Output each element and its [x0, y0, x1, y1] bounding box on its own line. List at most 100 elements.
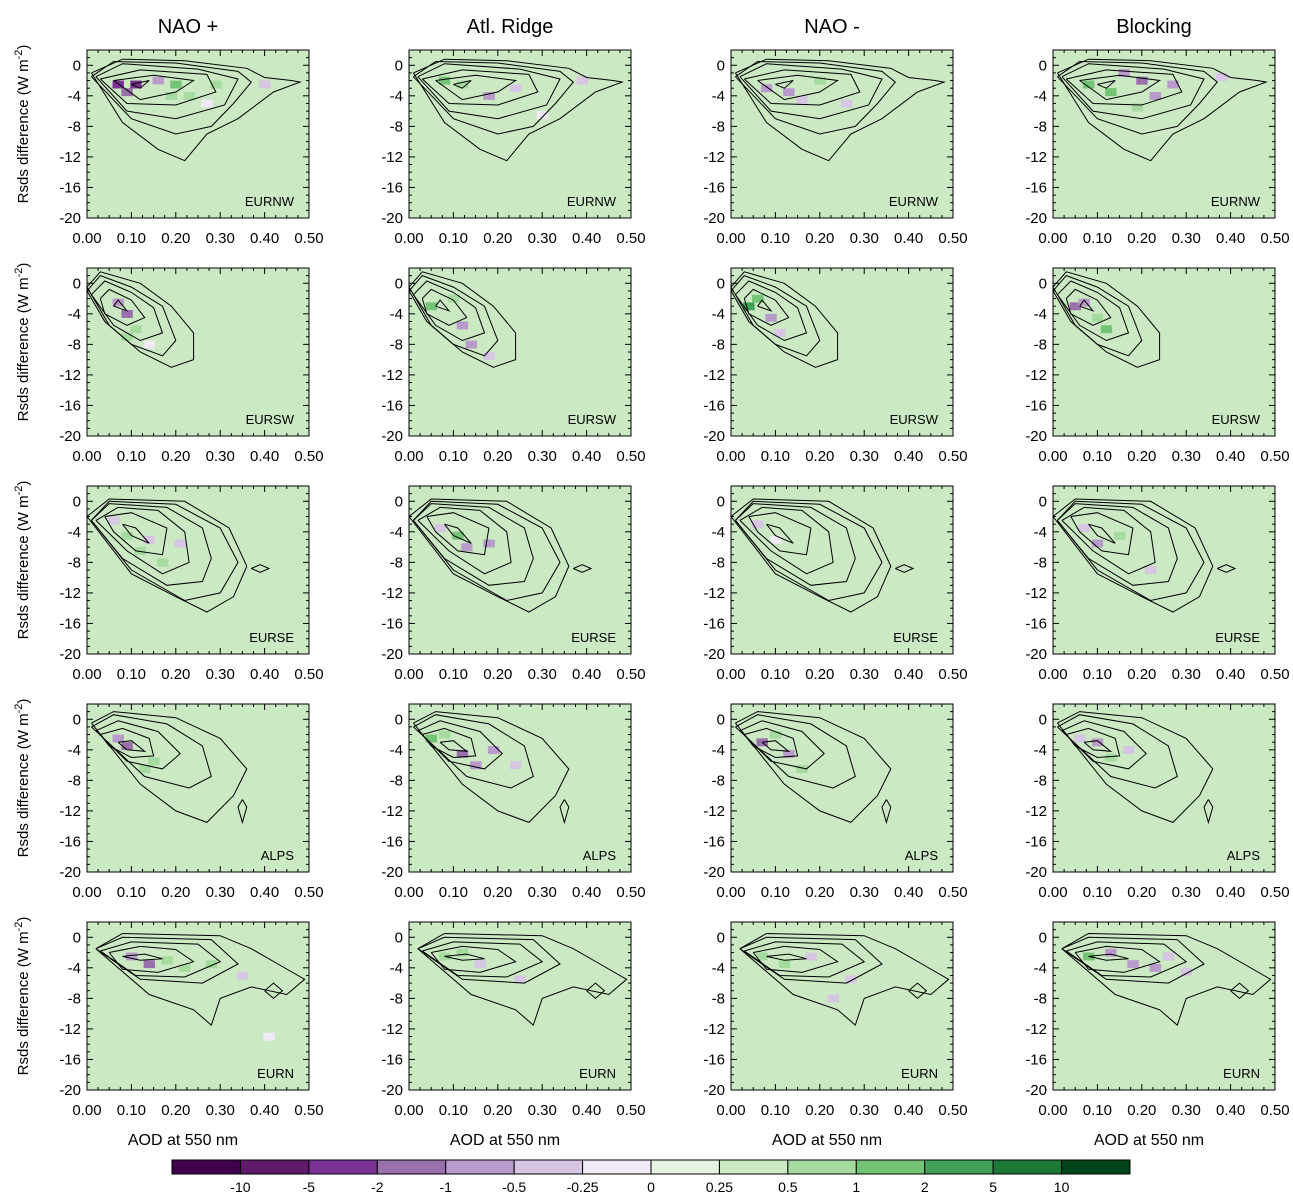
panel-background [87, 50, 309, 218]
heat-cell [465, 340, 478, 349]
y-tick-label: 0 [1039, 493, 1047, 510]
x-tick-label: 0.40 [894, 666, 923, 683]
heat-cell [778, 960, 791, 969]
y-tick-label: -4 [390, 960, 403, 977]
x-tick-label: 0.40 [572, 230, 601, 247]
y-tick-label: -16 [381, 615, 403, 632]
region-label: EURNW [1211, 194, 1261, 209]
y-axis-label-sup: -2 [13, 704, 25, 714]
x-tick-label: 0.30 [206, 448, 235, 465]
contour-line [734, 58, 946, 162]
colorbar-label: -10 [230, 1179, 250, 1195]
y-tick-label: -16 [703, 833, 725, 850]
y-tick-label: -12 [703, 367, 725, 384]
y-tick-label: -4 [390, 742, 403, 759]
y-tick-label: -12 [703, 1021, 725, 1038]
contour-line [1079, 299, 1095, 312]
contour-line [559, 799, 570, 825]
y-tick-label: -8 [68, 554, 81, 571]
heat-cell [796, 765, 808, 774]
heat-cell [845, 975, 857, 984]
contour-line [412, 280, 486, 342]
x-tick-label: 0.50 [1260, 230, 1289, 247]
heat-cell [1082, 80, 1095, 89]
column-title: Blocking [1116, 16, 1192, 38]
contour-line [1088, 953, 1129, 961]
colorbar-swatch [308, 1159, 378, 1175]
panel-background [731, 922, 953, 1090]
x-tick-label: 0.20 [483, 1102, 512, 1119]
heat-cell [121, 88, 133, 97]
x-tick-label: 0.40 [1216, 1102, 1245, 1119]
heat-cell [425, 302, 438, 311]
y-tick-label: -8 [68, 336, 81, 353]
region-label: EURN [257, 1066, 294, 1081]
colorbar-label: 1 [852, 1179, 860, 1195]
y-tick-label: 0 [73, 493, 81, 510]
x-tick-label: 0.10 [439, 666, 468, 683]
heat-cell [112, 298, 124, 307]
x-tick-label: 0.10 [761, 884, 790, 901]
contour-line [739, 63, 883, 120]
y-tick-label: 0 [717, 493, 725, 510]
contour-line [417, 720, 503, 770]
y-tick-label: -12 [381, 803, 403, 820]
y-tick-label: -20 [381, 646, 403, 663]
y-tick-label: -8 [712, 336, 725, 353]
colorbar-label: 5 [989, 1179, 997, 1195]
x-tick-label: 0.20 [483, 448, 512, 465]
y-tick-label: 0 [395, 929, 403, 946]
y-tick-label: 0 [1039, 929, 1047, 946]
contour-line [412, 58, 624, 162]
y-tick-label: -12 [59, 149, 81, 166]
heat-cell [285, 80, 298, 89]
x-tick-label: 0.10 [1083, 230, 1112, 247]
y-tick-label: -4 [390, 524, 403, 541]
y-axis-label-main: Rsds difference (W m [15, 277, 32, 421]
contour-line [408, 271, 517, 368]
x-tick-label: 0.30 [1172, 1102, 1201, 1119]
contour-line [421, 69, 539, 106]
colorbar-label: 0.25 [706, 1179, 733, 1195]
contour-line [113, 299, 129, 312]
panel-eurse-0 [86, 485, 310, 655]
x-tick-label: 0.10 [761, 666, 790, 683]
contour-line [95, 932, 306, 1026]
x-tick-label: 0.20 [805, 448, 834, 465]
x-tick-label: 0.50 [616, 448, 645, 465]
contour-line [1079, 74, 1162, 101]
y-tick-label: -8 [1034, 336, 1047, 353]
x-tick-label: 0.40 [1216, 884, 1245, 901]
heat-cell [156, 558, 169, 567]
heat-cell [434, 524, 446, 533]
y-tick-label: -4 [1034, 742, 1047, 759]
y-axis-label-close: ) [15, 263, 32, 268]
contour-line [422, 941, 544, 978]
x-tick-label: 0.40 [894, 1102, 923, 1119]
heat-cell [1074, 734, 1086, 743]
x-axis-label: AOD at 550 nm [1094, 1132, 1204, 1149]
x-tick-label: 0.00 [716, 448, 745, 465]
y-tick-label: -8 [712, 118, 725, 135]
x-tick-label: 0.30 [850, 448, 879, 465]
y-tick-label: -16 [703, 615, 725, 632]
contour-line [739, 720, 825, 770]
heat-cell [814, 784, 826, 793]
heat-cell [179, 964, 191, 972]
y-tick-label: 0 [395, 275, 403, 292]
y-tick-label: -12 [1025, 1021, 1047, 1038]
contour-line [1057, 711, 1214, 823]
y-tick-label: -8 [712, 990, 725, 1007]
heat-cell [907, 80, 919, 89]
heat-cell [210, 80, 222, 89]
colorbar-swatch [445, 1159, 515, 1175]
contour-line [766, 953, 807, 961]
y-tick-label: 0 [1039, 275, 1047, 292]
heat-cell [108, 516, 120, 525]
x-tick-label: 0.50 [938, 666, 967, 683]
x-tick-label: 0.50 [294, 230, 323, 247]
y-tick-label: -4 [712, 742, 725, 759]
y-tick-label: -16 [381, 179, 403, 196]
heat-cell [1078, 524, 1090, 533]
heat-cell [1149, 92, 1161, 100]
